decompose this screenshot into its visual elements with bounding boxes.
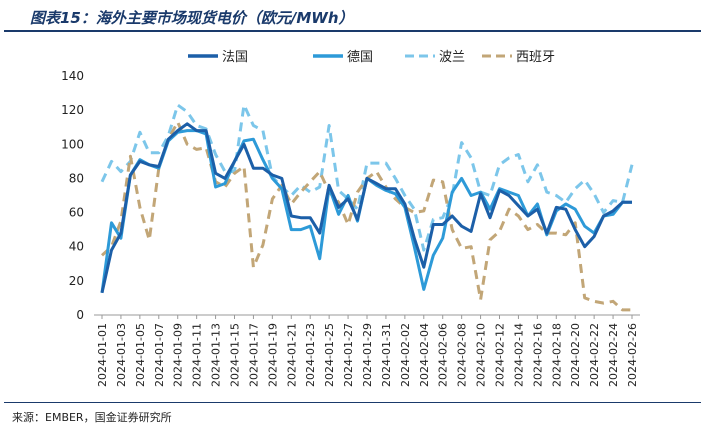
y-tick-label: 40	[69, 240, 84, 254]
x-tick-label: 2024-02-24	[607, 323, 620, 387]
x-tick-label: 2024-01-03	[115, 323, 128, 387]
x-tick-label: 2024-02-22	[588, 323, 601, 387]
chart-title: 图表15：海外主要市场现货电价（欧元/MWh）	[30, 9, 354, 27]
legend-label-0: 法国	[222, 50, 248, 65]
x-tick-label: 2024-01-17	[247, 323, 260, 387]
legend-label-2: 波兰	[439, 50, 465, 65]
y-tick-label: 120	[61, 103, 84, 117]
x-tick-label: 2024-01-29	[361, 323, 374, 387]
legend-label-1: 德国	[347, 50, 373, 65]
y-tick-label: 140	[61, 69, 84, 83]
x-tick-label: 2024-01-07	[153, 323, 166, 387]
x-tick-label: 2024-02-26	[626, 323, 639, 387]
x-tick-label: 2024-02-14	[512, 323, 525, 387]
y-tick-label: 60	[69, 206, 84, 220]
x-tick-label: 2024-01-21	[285, 323, 298, 387]
source-bar: 来源：EMBER，国金证券研究所	[4, 402, 701, 429]
source-note: 来源：EMBER，国金证券研究所	[12, 411, 172, 424]
x-tick-label: 2024-01-11	[191, 323, 204, 387]
line-chart: 法国 德国 波兰 西班牙 0 20 40 60 80 100 120 140 2024-01-01 202…	[61, 50, 640, 387]
x-tick-label: 2024-02-04	[418, 323, 431, 387]
y-tick-label: 0	[76, 308, 84, 322]
x-tick-label: 2024-02-18	[550, 323, 563, 387]
y-tick-label: 20	[69, 274, 84, 288]
y-tick-label: 80	[69, 171, 84, 185]
x-tick-label: 2024-01-25	[323, 323, 336, 387]
x-tick-label: 2024-01-09	[172, 323, 185, 387]
x-tick-label: 2024-01-05	[134, 323, 147, 387]
x-tick-label: 2024-01-01	[96, 323, 109, 387]
x-tick-label: 2024-01-15	[229, 323, 242, 387]
x-tick-label: 2024-02-10	[475, 323, 488, 387]
series-line-0	[100, 122, 632, 294]
x-tick-label: 2024-01-13	[210, 323, 223, 387]
y-tick-label: 100	[61, 137, 84, 151]
series-line-1	[100, 129, 632, 294]
x-tick-label: 2024-02-06	[437, 323, 450, 387]
title-bar: 图表15：海外主要市场现货电价（欧元/MWh）	[4, 4, 701, 32]
legend-label-3: 西班牙	[516, 50, 555, 65]
x-tick-label: 2024-01-23	[304, 323, 317, 387]
x-tick-label: 2024-02-12	[494, 323, 507, 387]
x-tick-label: 2024-02-02	[399, 323, 412, 387]
x-tick-label: 2024-01-19	[266, 323, 279, 387]
x-tick-label: 2024-01-31	[380, 323, 393, 387]
x-tick-label: 2024-02-20	[569, 323, 582, 387]
x-tick-label: 2024-02-16	[531, 323, 544, 387]
x-tick-label: 2024-01-27	[342, 323, 355, 387]
series-line-2	[100, 103, 634, 252]
x-tick-label: 2024-02-08	[456, 323, 469, 387]
